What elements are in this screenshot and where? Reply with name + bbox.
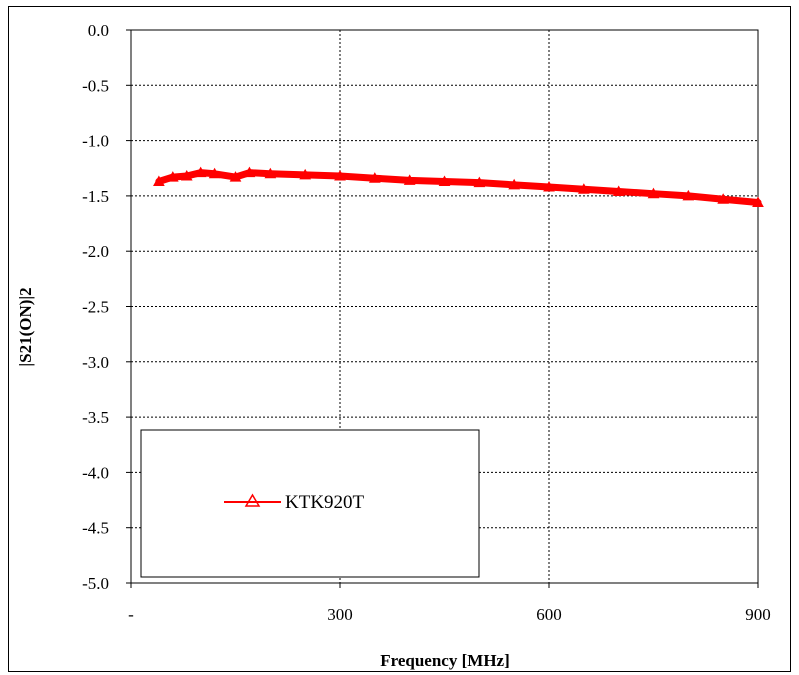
data-point-marker	[194, 166, 207, 178]
data-point-marker	[153, 175, 165, 187]
data-point-marker	[612, 185, 625, 196]
y-tick-label: -2.5	[82, 298, 109, 317]
data-point-marker	[334, 169, 346, 181]
y-tick-label: -4.0	[82, 463, 109, 482]
x-axis: - 300 600 900	[128, 583, 771, 624]
y-tick-label: 0.0	[88, 21, 109, 40]
data-point-marker	[368, 172, 381, 183]
legend-box	[140, 429, 480, 578]
data-point-marker	[229, 171, 242, 182]
data-point-marker	[508, 178, 521, 190]
y-axis: 0.0 -0.5 -1.0 -1.5 -2.0 -2.5 -3.0 -3.5 -4.0 -4.5 -…	[82, 21, 131, 593]
y-tick-label: -1.5	[82, 187, 109, 206]
data-point-marker	[647, 187, 660, 199]
data-point-marker	[682, 189, 695, 201]
data-point-marker	[752, 196, 764, 208]
data-point-marker	[180, 169, 193, 181]
y-tick-label: -0.5	[82, 76, 109, 95]
data-point-marker	[543, 181, 555, 192]
legend: KTK920T	[140, 429, 480, 578]
x-tick-label: 900	[745, 605, 771, 624]
data-point-marker	[208, 167, 221, 179]
y-tick-label: -4.5	[82, 519, 109, 538]
x-tick-label: -	[128, 605, 134, 624]
series-line	[155, 169, 762, 207]
data-point-marker	[717, 193, 730, 204]
data-point-marker	[438, 175, 451, 187]
data-point-marker	[403, 174, 416, 185]
data-point-marker	[299, 168, 312, 180]
y-tick-label: -5.0	[82, 574, 109, 593]
y-tick-label: -2.0	[82, 242, 109, 261]
legend-triangle-marker	[244, 493, 261, 507]
data-point-marker	[577, 183, 590, 194]
series-layer	[153, 166, 764, 208]
data-point-marker	[264, 167, 277, 179]
data-point-marker	[243, 166, 256, 178]
y-tick-label: -3.5	[82, 408, 109, 427]
y-tick-label: -1.0	[82, 132, 109, 151]
data-point-marker	[166, 171, 179, 182]
chart-svg: 0.0 -0.5 -1.0 -1.5 -2.0 -2.5 -3.0 -3.5 -4.0 -4.5 -…	[16, 21, 771, 670]
x-axis-label: Frequency [MHz]	[380, 651, 510, 670]
x-tick-label: 600	[536, 605, 562, 624]
chart-frame: 0.0 -0.5 -1.0 -1.5 -2.0 -2.5 -3.0 -3.5 -4.0 -4.5 -…	[8, 6, 791, 672]
y-axis-label: |S21(ON)|2	[16, 287, 35, 366]
y-tick-label: -3.0	[82, 353, 109, 372]
x-tick-label: 300	[327, 605, 353, 624]
legend-label: KTK920T	[285, 492, 365, 513]
data-point-marker	[473, 176, 486, 188]
